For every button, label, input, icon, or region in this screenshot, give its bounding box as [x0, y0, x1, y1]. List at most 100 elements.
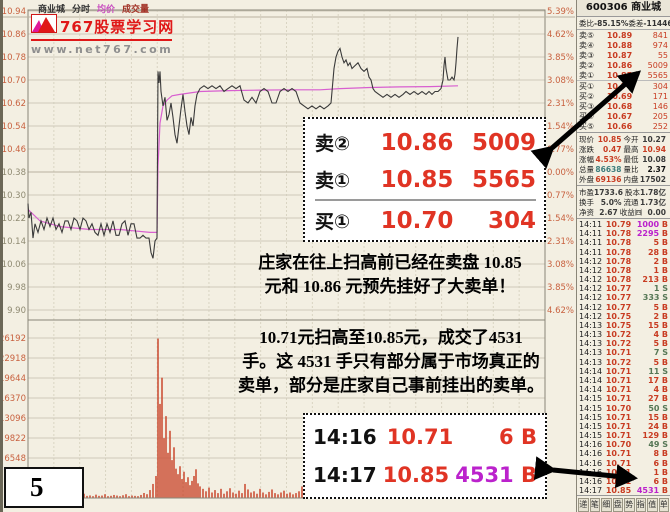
tick-row: 14:12 10.78 2 B [579, 256, 668, 266]
trade-volume: 6 B [499, 425, 537, 449]
tab-intraday[interactable]: 分时 [72, 4, 91, 15]
tick-row: 14:11 10.79 1000 B [579, 220, 668, 230]
tick-row: 14:13 10.72 5 B [579, 357, 668, 367]
tick-row: 14:13 10.71 7 S [579, 348, 668, 358]
ask1-price: 10.85 [380, 166, 454, 193]
trade-callout-box: 14:16 10.71 6 B 14:17 10.85 4531 B [303, 413, 547, 499]
svg-text:2.31%: 2.31% [547, 99, 574, 109]
annotation-line: 卖单，部分是庄家自己事前挂出的卖单。 [238, 376, 544, 395]
svg-text:0.77%: 0.77% [547, 191, 574, 201]
tick-row: 14:13 10.72 4 B [579, 330, 668, 340]
info-row: 涨幅 4.53% 最低 10.08 [579, 154, 666, 164]
bid-row: 买② 10.69 171 [579, 91, 668, 101]
tick-row: 14:15 10.71 129 B [579, 431, 668, 441]
ask-row: 卖④ 10.88 974 [579, 40, 668, 50]
svg-text:10.70: 10.70 [2, 76, 26, 86]
trade-row-1417: 14:17 10.85 4531 B [313, 456, 537, 494]
avg-line-legend: 均价 [97, 4, 116, 15]
tick-row: 14:11 10.78 28 B [579, 247, 668, 257]
volume-legend: 成交量 [122, 4, 150, 15]
ask-row: 卖③ 10.87 55 [579, 50, 668, 60]
svg-text:10.94: 10.94 [2, 7, 26, 17]
svg-text:3.08%: 3.08% [547, 260, 574, 270]
svg-text:1.54%: 1.54% [547, 122, 574, 132]
svg-text:10.86: 10.86 [2, 30, 26, 40]
tick-row: 14:17 10.85 4531 B [579, 486, 668, 496]
panel-tab-递[interactable]: 递 [578, 498, 589, 512]
info-row: 涨跌 0.47 最高 10.94 [579, 144, 666, 154]
weicha-value: -11446 [643, 18, 670, 28]
bid-row: 买① 10.70 304 [579, 81, 668, 91]
panel-tab-值[interactable]: 值 [647, 498, 658, 512]
stock-name: 商业城 [631, 2, 662, 13]
info-row: 现价 10.85 今开 10.27 [579, 134, 666, 144]
svg-text:3.85%: 3.85% [547, 53, 574, 63]
annotation-line: 元和 10.86 元预先挂好了大卖单！ [264, 277, 516, 296]
svg-text:0.77%: 0.77% [547, 145, 574, 155]
panel-tab-bar: 递笔细盘势指值单 [577, 495, 670, 512]
bid1-price: 10.70 [380, 207, 454, 234]
bid1-volume: 304 [487, 207, 536, 234]
panel-tab-势[interactable]: 势 [624, 498, 635, 512]
annotation-paragraph-1: 庄家在往上扫高前已经在卖盘 10.85 元和 10.86 元预先挂好了大卖单！ [222, 251, 558, 299]
trade-price: 10.85 [382, 463, 450, 487]
svg-text:4.62%: 4.62% [547, 306, 574, 316]
svg-text:10.78: 10.78 [2, 53, 26, 63]
panel-tab-笔[interactable]: 笔 [589, 498, 600, 512]
annotation-line: 庄家在往上扫高前已经在卖盘 10.85 [258, 253, 522, 272]
info-row: 市盈 1733.6 股本 1.78亿 [579, 187, 666, 197]
svg-text:10.14: 10.14 [2, 237, 26, 247]
svg-text:0.00%: 0.00% [547, 168, 574, 178]
tick-row: 14:12 10.77 5 B [579, 302, 668, 312]
order-queue-callout-box: 卖② 10.86 5009 卖① 10.85 5565 买① 10.70 304 [303, 117, 546, 242]
svg-text:16370: 16370 [0, 394, 26, 404]
svg-text:10.06: 10.06 [2, 260, 26, 270]
svg-text:6548: 6548 [4, 454, 26, 464]
svg-text:3.08%: 3.08% [547, 76, 574, 86]
info-row: 总量 86638 量比 2.37 [579, 164, 666, 174]
svg-text:10.22: 10.22 [2, 214, 26, 224]
ask2-price: 10.86 [380, 129, 454, 156]
trade-time: 14:17 [313, 463, 377, 487]
info-row: 外盘 69136 内盘 17502 [579, 174, 666, 184]
quote-panel: 600306 商业城 委比 -85.15% 委差 -11446 卖⑤ 10.89 841… [576, 0, 670, 512]
bid-row: 买③ 10.68 146 [579, 101, 668, 111]
tick-row: 14:16 10.71 6 B [579, 458, 668, 468]
tick-list: 14:11 10.79 1000 B 14:11 10.78 2295 B 14:11 10.… [577, 220, 670, 495]
tick-row: 14:12 10.77 1 S [579, 284, 668, 294]
weicha-label: 委差 [628, 18, 644, 28]
callout-divider [315, 199, 536, 201]
window-left-edge [0, 0, 3, 512]
stock-name-label: 商业城 [38, 4, 66, 15]
svg-text:9822: 9822 [4, 434, 26, 444]
panel-tab-盘[interactable]: 盘 [612, 498, 623, 512]
trade-time: 14:16 [313, 425, 377, 449]
logo-url: www.net767.com [31, 43, 174, 56]
panel-tab-单[interactable]: 单 [658, 498, 669, 512]
trade-volume-highlight: 4531 B [455, 463, 537, 487]
info-row: 净资 2.67 收益㈣ 0.00 [579, 207, 666, 217]
svg-text:22918: 22918 [0, 354, 26, 364]
annotation-paragraph-2: 10.71元扫高至10.85元，成交了4531 手。这 4531 手只有部分属于… [214, 326, 568, 398]
panel-tab-细[interactable]: 细 [601, 498, 612, 512]
callout-ask2-row: 卖② 10.86 5009 [315, 124, 536, 161]
section-divider [577, 218, 670, 219]
tick-row: 14:11 10.78 5 B [579, 238, 668, 248]
tick-row: 14:12 10.78 213 B [579, 275, 668, 285]
bid-row: 买④ 10.67 205 [579, 111, 668, 121]
ask2-label: 卖② [315, 133, 351, 155]
svg-text:4.62%: 4.62% [547, 30, 574, 40]
svg-text:1.54%: 1.54% [547, 214, 574, 224]
tick-row: 14:14 10.71 4 B [579, 385, 668, 395]
section-divider [577, 185, 670, 186]
weibi-value: -85.15% [594, 18, 629, 28]
ask-row: 卖① 10.85 5565 [579, 70, 668, 80]
tick-row: 14:15 10.71 27 B [579, 394, 668, 404]
ask2-volume: 5009 [471, 129, 536, 156]
svg-text:9.98: 9.98 [7, 283, 26, 293]
svg-text:9.90: 9.90 [7, 306, 26, 316]
tick-row: 14:14 10.71 11 S [579, 366, 668, 376]
ask1-volume: 5565 [471, 166, 536, 193]
tick-row: 14:16 10.71 8 B [579, 449, 668, 459]
panel-tab-指[interactable]: 指 [635, 498, 646, 512]
